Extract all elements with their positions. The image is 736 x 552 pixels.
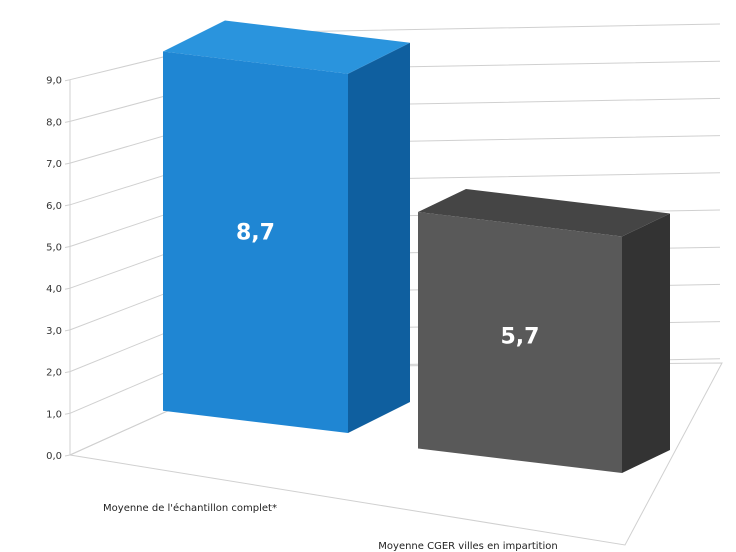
y-tick-label: 3,0: [46, 326, 62, 337]
bars: 8,7 5,7: [163, 20, 670, 473]
bar-side: [348, 42, 410, 433]
y-tick-label: 9,0: [46, 76, 62, 87]
tick-mark: [64, 79, 71, 82]
bar-top: [418, 188, 670, 237]
tick-mark: [64, 287, 71, 290]
tick-mark: [64, 371, 71, 374]
category-labels: Moyenne de l'échantillon complet* Moyenne…: [103, 502, 558, 552]
bar-top: [163, 20, 410, 74]
tick-mark: [64, 162, 71, 165]
tick-mark: [64, 329, 71, 332]
bar-side: [622, 213, 670, 473]
y-tick-label: 0,0: [46, 451, 62, 462]
tick-mark: [64, 204, 71, 207]
category-label: Moyenne CGER villes en impartition: [378, 541, 557, 552]
data-label: 8,7: [236, 220, 275, 245]
y-tick-label: 8,0: [46, 117, 62, 128]
y-tick-label: 1,0: [46, 409, 62, 420]
y-tick-label: 4,0: [46, 284, 62, 295]
bar: [163, 51, 348, 434]
bar: [418, 211, 622, 473]
tick-mark: [64, 412, 71, 415]
tick-mark: [64, 120, 71, 123]
category-label: Moyenne de l'échantillon complet*: [103, 502, 277, 514]
data-label: 5,7: [501, 324, 540, 349]
y-tick-label: 6,0: [46, 201, 62, 212]
y-tick-labels: 0,0 1,0 2,0 3,0 4,0 5,0 6,0 7,0 8,0 9,0: [46, 76, 62, 462]
y-tick-label: 7,0: [46, 159, 62, 170]
tick-mark: [64, 246, 71, 248]
y-tick-label: 2,0: [46, 368, 62, 379]
y-tick-label: 5,0: [46, 243, 62, 254]
